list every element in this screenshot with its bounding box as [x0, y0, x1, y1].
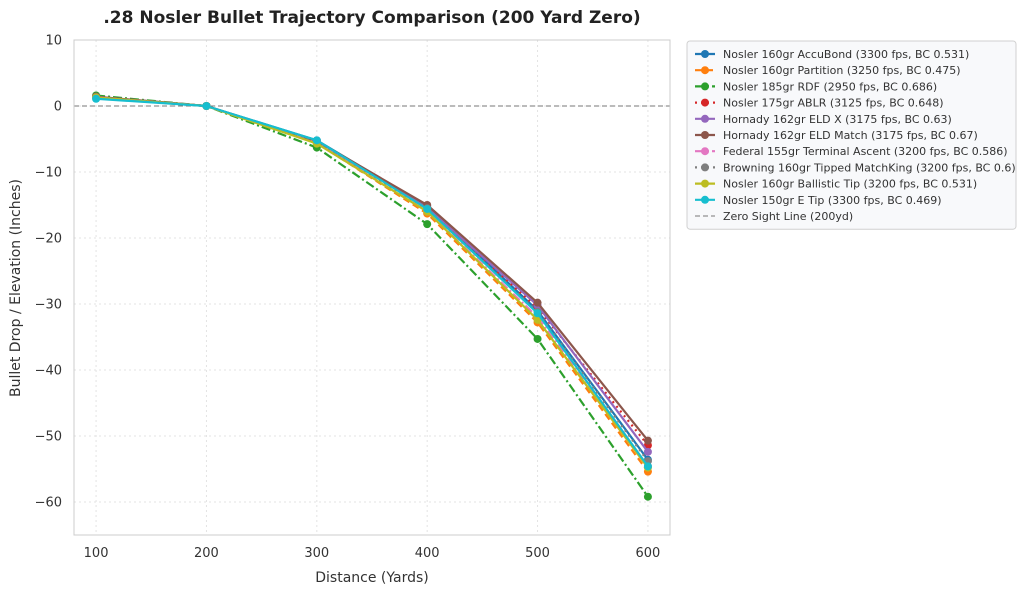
- legend-item: Nosler 160gr Ballistic Tip (3200 fps, BC…: [695, 178, 977, 191]
- plot-frame: [73, 39, 671, 536]
- legend-marker: [701, 163, 709, 172]
- data-point: [423, 220, 432, 229]
- legend-label: Nosler 160gr Ballistic Tip (3200 fps, BC…: [723, 178, 977, 191]
- series-5: [92, 92, 652, 456]
- series-line: [95, 96, 649, 469]
- series-10: [92, 94, 652, 471]
- legend-item: Nosler 185gr RDF (2950 fps, BC 0.686): [695, 80, 937, 93]
- y-axis-ticks: 10 0 −10 −20 −30 −40 −50 −60: [35, 34, 62, 511]
- legend-item: Nosler 175gr ABLR (3125 fps, BC 0.648): [695, 97, 944, 110]
- legend-marker: [701, 195, 709, 204]
- series-4: [92, 92, 652, 450]
- data-point: [202, 102, 211, 110]
- data-point: [643, 462, 652, 471]
- y-tick-label: −50: [35, 430, 62, 445]
- data-point: [533, 309, 542, 318]
- legend-item: Nosler 160gr AccuBond (3300 fps, BC 0.53…: [695, 48, 969, 61]
- y-tick-label: 10: [45, 34, 62, 49]
- x-tick-label: 600: [636, 546, 661, 561]
- series-8: [92, 93, 652, 466]
- series-line: [95, 96, 649, 462]
- data-point: [533, 334, 542, 343]
- legend-item: Hornady 162gr ELD X (3175 fps, BC 0.63): [695, 113, 952, 126]
- legend-item: Nosler 150gr E Tip (3300 fps, BC 0.469): [695, 194, 942, 207]
- x-tick-label: 400: [415, 546, 440, 561]
- legend-marker: [701, 179, 709, 188]
- legend-marker: [701, 131, 709, 139]
- data-point: [643, 447, 652, 456]
- y-tick-label: −20: [35, 232, 62, 247]
- legend-item: Nosler 160gr Partition (3250 fps, BC 0.4…: [695, 64, 961, 77]
- data-point: [92, 94, 101, 103]
- data-point: [312, 136, 321, 145]
- legend-item: Hornady 162gr ELD Match (3175 fps, BC 0.…: [695, 129, 978, 142]
- y-axis-label: Bullet Drop / Elevation (Inches): [8, 179, 24, 397]
- legend-label: Federal 155gr Terminal Ascent (3200 fps,…: [723, 145, 1008, 158]
- y-tick-label: 0: [54, 100, 62, 115]
- grid: [74, 39, 670, 535]
- x-tick-label: 500: [525, 546, 550, 561]
- series-line: [95, 95, 649, 446]
- x-tick-label: 200: [194, 546, 219, 561]
- data-point: [643, 492, 652, 501]
- y-tick-label: −60: [35, 496, 62, 511]
- x-axis-ticks: 100 200 300 400 500 600: [84, 546, 661, 561]
- data-point: [643, 436, 652, 445]
- legend-label: Zero Sight Line (200yd): [723, 210, 853, 223]
- legend-marker: [701, 147, 709, 156]
- y-tick-label: −30: [35, 298, 62, 313]
- series-1: [92, 94, 652, 464]
- legend-marker: [701, 66, 709, 75]
- legend-marker: [701, 50, 709, 58]
- series-line: [96, 97, 649, 468]
- legend-label: Nosler 175gr ABLR (3125 fps, BC 0.648): [723, 97, 944, 110]
- x-axis-label: Distance (Yards): [315, 570, 428, 586]
- series-9: [92, 93, 652, 472]
- x-tick-label: 300: [304, 546, 329, 561]
- series-line: [95, 95, 649, 442]
- data-point: [533, 298, 542, 307]
- x-tick-label: 100: [84, 546, 109, 561]
- data-point: [423, 204, 432, 213]
- legend-marker: [701, 82, 709, 91]
- legend-label: Nosler 185gr RDF (2950 fps, BC 0.686): [723, 80, 937, 93]
- legend-marker: [701, 98, 709, 107]
- chart-title: .28 Nosler Bullet Trajectory Comparison …: [103, 8, 640, 28]
- legend-box: [686, 40, 1017, 230]
- y-tick-label: −10: [35, 166, 62, 181]
- series-line: [95, 95, 649, 453]
- series-2: [92, 93, 652, 476]
- legend: Nosler 160gr AccuBond (3300 fps, BC 0.53…: [686, 40, 1017, 230]
- legend-label: Hornady 162gr ELD Match (3175 fps, BC 0.…: [723, 129, 978, 142]
- legend-item: Federal 155gr Terminal Ascent (3200 fps,…: [695, 145, 1008, 158]
- y-tick-label: −40: [35, 364, 62, 379]
- series-7: [92, 93, 652, 471]
- legend-label: Nosler 150gr E Tip (3300 fps, BC 0.469): [723, 194, 942, 207]
- series-layer: [92, 91, 652, 501]
- legend-item: Browning 160gr Tipped MatchKing (3200 fp…: [695, 161, 1016, 174]
- series-line: [95, 94, 649, 498]
- legend-label: Hornady 162gr ELD X (3175 fps, BC 0.63): [723, 113, 952, 126]
- series-3: [92, 91, 652, 501]
- series-line: [95, 96, 649, 461]
- legend-label: Nosler 160gr AccuBond (3300 fps, BC 0.53…: [723, 48, 969, 61]
- legend-label: Browning 160gr Tipped MatchKing (3200 fp…: [723, 161, 1016, 174]
- legend-marker: [701, 114, 709, 123]
- legend-item: Zero Sight Line (200yd): [695, 210, 853, 223]
- series-line: [95, 96, 649, 468]
- legend-label: Nosler 160gr Partition (3250 fps, BC 0.4…: [723, 64, 961, 77]
- series-line: [95, 96, 649, 473]
- series-6: [92, 92, 652, 445]
